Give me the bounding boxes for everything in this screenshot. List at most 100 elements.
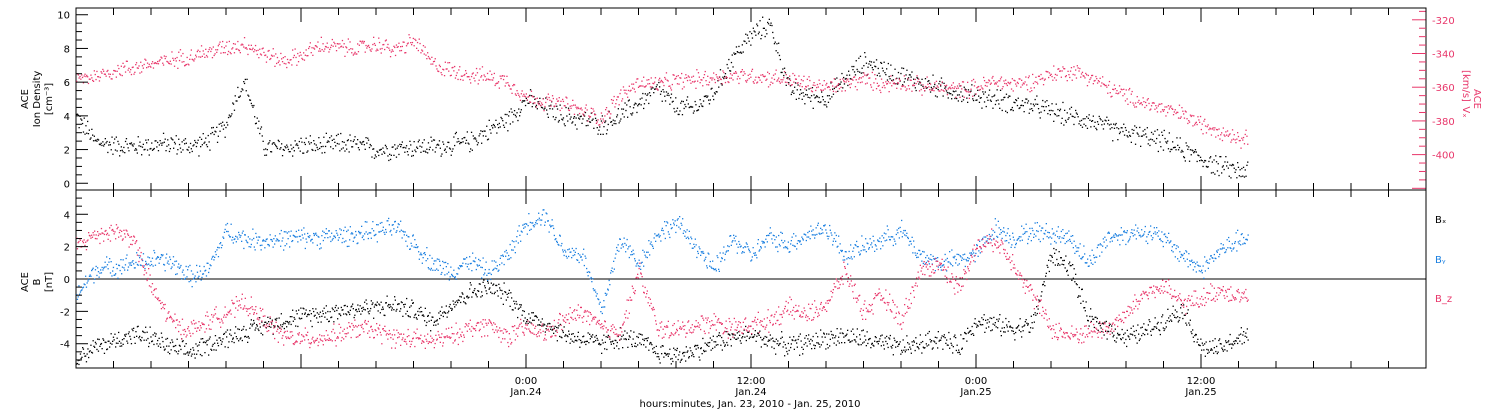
data-point — [839, 78, 841, 81]
data-point — [503, 75, 506, 77]
data-point — [158, 262, 160, 264]
data-point — [380, 230, 382, 232]
data-point — [1113, 127, 1116, 129]
data-point — [496, 290, 498, 292]
data-point — [457, 267, 459, 269]
data-point — [139, 257, 141, 259]
data-point — [99, 272, 101, 274]
data-point — [826, 86, 829, 89]
data-point — [253, 246, 255, 248]
data-point — [117, 342, 119, 344]
data-point — [879, 75, 881, 77]
data-point — [1192, 329, 1194, 331]
data-point — [881, 86, 884, 89]
data-point — [148, 342, 151, 344]
data-point — [550, 226, 552, 228]
data-point — [896, 87, 898, 89]
data-point — [358, 308, 360, 310]
data-point — [863, 341, 865, 343]
data-point — [1073, 66, 1075, 68]
data-point — [391, 307, 393, 309]
data-point — [959, 85, 961, 87]
data-point — [545, 328, 547, 330]
data-point — [1108, 324, 1110, 327]
data-point — [1079, 67, 1081, 70]
data-point — [914, 87, 916, 89]
data-point — [538, 103, 540, 106]
data-point — [119, 150, 122, 152]
data-point — [764, 75, 766, 77]
data-point — [939, 90, 941, 92]
data-point — [706, 344, 708, 347]
data-point — [664, 78, 667, 80]
data-point — [1032, 110, 1034, 112]
data-point — [1067, 118, 1069, 120]
data-point — [282, 148, 284, 151]
data-point — [985, 105, 987, 108]
data-point — [295, 230, 297, 233]
data-point — [967, 91, 970, 93]
data-point — [167, 61, 169, 63]
data-point — [105, 75, 107, 77]
data-point — [307, 314, 309, 316]
data-point — [428, 320, 430, 322]
data-point — [907, 342, 909, 344]
data-point — [739, 340, 741, 342]
data-point — [82, 347, 84, 349]
data-point — [320, 36, 322, 38]
data-point — [976, 324, 978, 326]
data-point — [881, 67, 884, 69]
data-point — [587, 120, 589, 122]
data-point — [1169, 315, 1171, 317]
data-point — [479, 68, 481, 70]
data-point — [362, 306, 364, 309]
data-point — [845, 81, 847, 83]
data-point — [683, 86, 685, 88]
data-point — [888, 75, 890, 78]
data-point — [1001, 88, 1003, 90]
data-point — [1028, 331, 1030, 333]
data-point — [529, 317, 531, 319]
data-point — [426, 247, 428, 249]
data-point — [174, 57, 176, 60]
data-point — [565, 106, 567, 109]
data-point — [1031, 322, 1033, 324]
data-point — [1154, 317, 1156, 319]
data-point — [304, 233, 306, 235]
data-point — [1007, 81, 1009, 83]
data-point — [514, 114, 517, 116]
data-point — [426, 148, 428, 150]
data-point — [123, 338, 125, 340]
data-point — [250, 246, 252, 248]
data-point — [352, 240, 354, 242]
data-point — [377, 224, 379, 226]
data-point — [604, 115, 606, 117]
data-point — [1180, 151, 1182, 153]
data-point — [466, 266, 468, 268]
data-point — [570, 338, 572, 340]
data-point — [437, 70, 439, 72]
data-point — [287, 321, 289, 324]
data-point — [599, 344, 601, 346]
data-point — [190, 355, 193, 357]
data-point — [856, 336, 858, 338]
data-point — [1134, 335, 1136, 337]
data-point — [1199, 121, 1201, 123]
data-point — [844, 335, 846, 337]
data-point — [397, 303, 399, 305]
data-point — [496, 268, 498, 270]
data-point — [919, 82, 922, 84]
data-point — [111, 136, 113, 138]
data-point — [238, 328, 240, 331]
data-point — [490, 278, 492, 281]
data-point — [836, 85, 838, 87]
data-point — [240, 44, 242, 46]
data-point — [1110, 96, 1112, 98]
data-point — [977, 325, 979, 327]
data-point — [1053, 247, 1055, 250]
data-point — [127, 269, 129, 271]
data-point — [492, 77, 495, 79]
data-point — [605, 109, 607, 111]
data-point — [84, 355, 86, 357]
data-point — [780, 79, 782, 81]
